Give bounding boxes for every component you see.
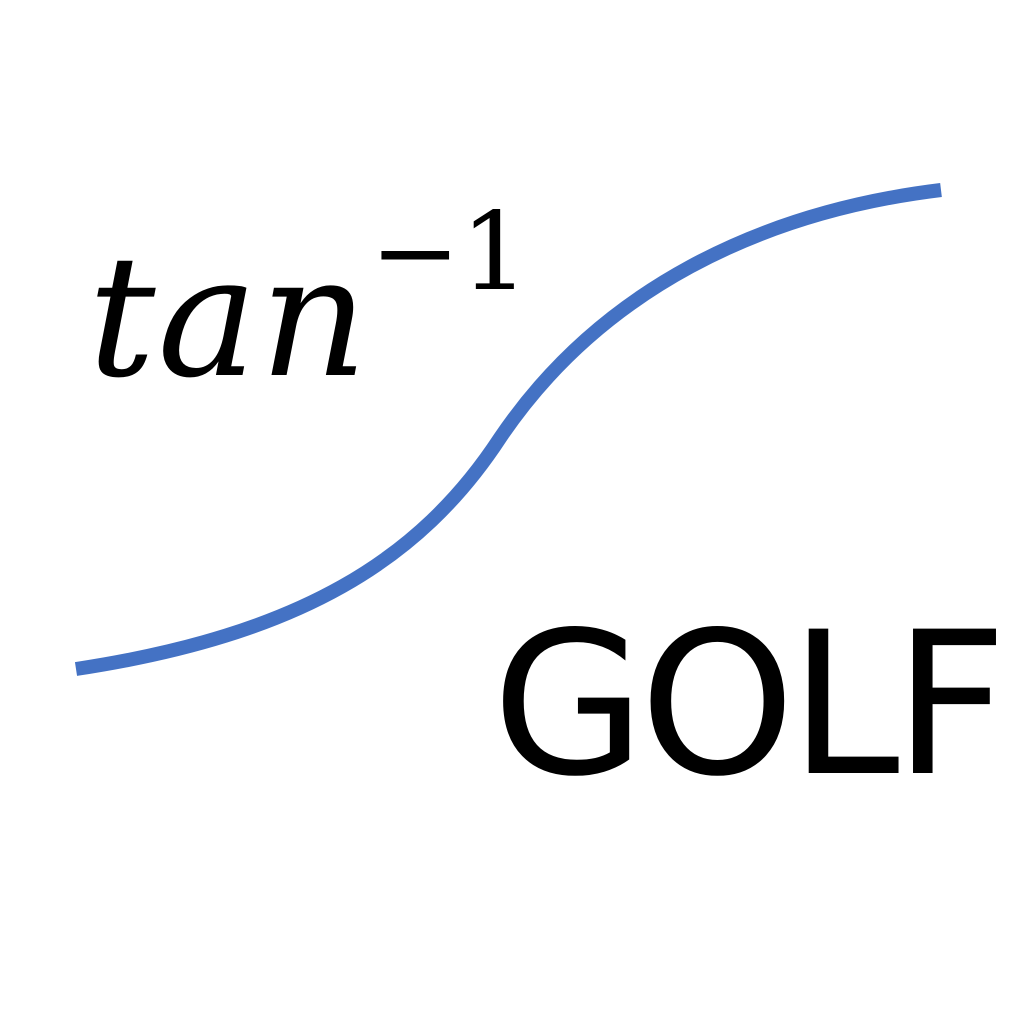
function-name: tan [88,219,370,415]
inverse-tangent-formula: tan −1 [88,199,548,415]
inverse-exponent: −1 [370,190,530,315]
golf-wordmark: GOLF [492,589,1007,820]
